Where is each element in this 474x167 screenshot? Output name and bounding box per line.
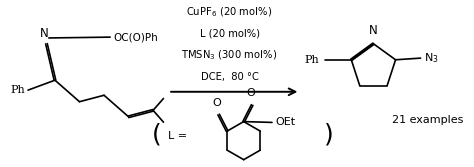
Text: Ph: Ph (10, 85, 25, 95)
Text: L (20 mol%): L (20 mol%) (200, 29, 260, 39)
Text: TMSN$_3$ (300 mol%): TMSN$_3$ (300 mol%) (182, 49, 278, 62)
Text: (: ( (152, 123, 161, 147)
Text: ): ) (324, 123, 334, 147)
Text: O: O (212, 98, 221, 108)
Text: O: O (247, 88, 255, 98)
Text: L =: L = (168, 131, 187, 141)
Text: N: N (369, 24, 378, 37)
Text: OEt: OEt (276, 117, 296, 127)
Text: DCE,  80 °C: DCE, 80 °C (201, 72, 258, 82)
Text: N: N (40, 27, 48, 40)
Text: N$_3$: N$_3$ (424, 51, 439, 65)
Text: Ph: Ph (304, 55, 319, 65)
Text: 21 examples: 21 examples (392, 115, 464, 125)
Text: OC(O)Ph: OC(O)Ph (113, 32, 158, 42)
Text: CuPF$_6$ (20 mol%): CuPF$_6$ (20 mol%) (186, 6, 273, 19)
